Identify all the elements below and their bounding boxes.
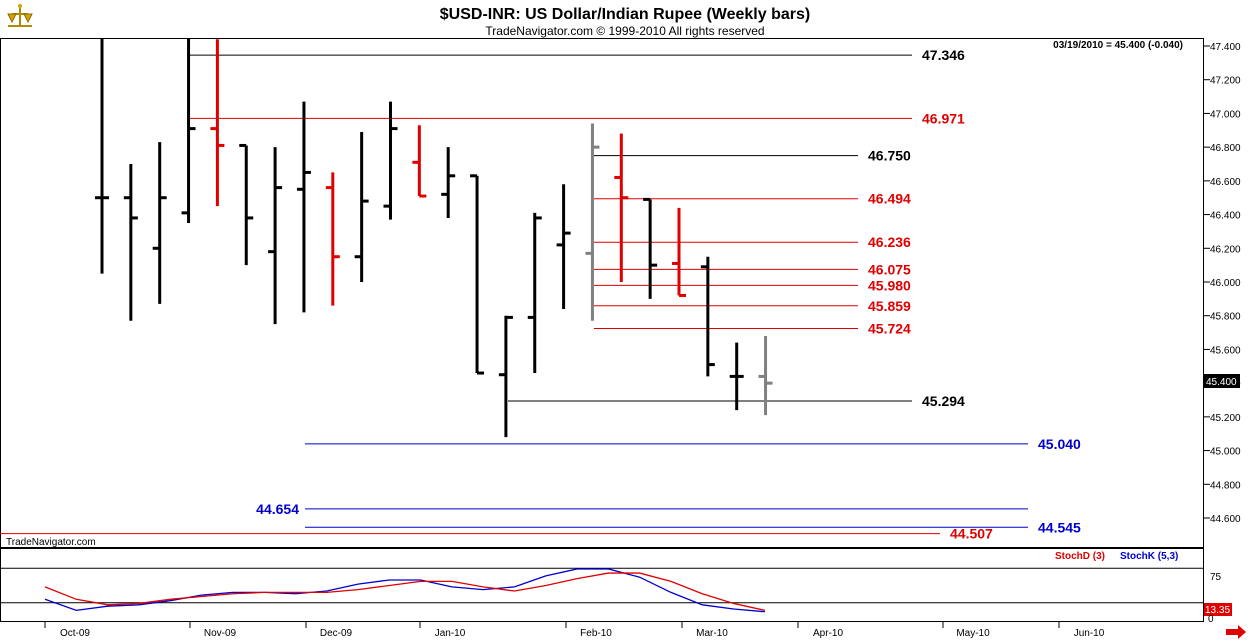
date-tick-label: Oct-09 [60, 628, 90, 639]
ohlc-bar [354, 131, 369, 282]
price-tick-label: 47.200 [1210, 76, 1241, 87]
ohlc-bar [527, 212, 542, 374]
stochastic-lines [44, 568, 766, 613]
ohlc-bar [729, 342, 744, 411]
stoch-series-line [44, 572, 766, 611]
price-tick-label: 46.400 [1210, 211, 1241, 222]
ohlc-bar [296, 101, 311, 313]
logo-icon [4, 2, 36, 34]
level-label: 45.859 [868, 298, 911, 314]
watermark: TradeNavigator.com [6, 537, 96, 548]
ohlc-bar [700, 256, 715, 377]
price-axis: 47.400 47.200 47.000 46.800 46.600 46.400 46.2… [1204, 42, 1241, 525]
ohlc-bar [498, 315, 513, 438]
level-label: 46.494 [868, 191, 911, 207]
ohlc-bar [383, 101, 398, 220]
level-label: 45.980 [868, 277, 911, 293]
stoch-last-marker: 13.35 [1204, 603, 1232, 616]
level-label: 44.545 [1038, 519, 1081, 535]
quote-box: 03/19/2010 = 45.400 (-0.040) [1053, 40, 1183, 51]
level-lines: 47.346 46.971 46.750 46.494 46.236 46.07545.9… [0, 47, 1081, 542]
stoch-tick-0: 0 [1208, 614, 1214, 625]
date-tick-label: Apr-10 [813, 628, 843, 639]
level-label: 46.971 [922, 110, 965, 126]
ohlc-bar [325, 172, 340, 306]
ohlc-bar [672, 207, 686, 297]
level-label: 46.075 [868, 261, 911, 277]
date-tick-label: Mar-10 [696, 628, 728, 639]
price-tick-label: 45.000 [1210, 447, 1241, 458]
ohlc-bar [470, 174, 485, 375]
stochastic-grid [0, 567, 1204, 604]
level-label: 46.236 [868, 234, 911, 250]
stochastic-panel [0, 548, 1204, 622]
price-tick-label: 46.000 [1210, 278, 1241, 289]
ohlc-bar [95, 39, 109, 274]
ohlc-bar [556, 184, 571, 309]
ohlc-bar [412, 125, 427, 198]
legend-stochk: StochK (5,3) [1120, 551, 1178, 562]
price-bars [95, 39, 773, 438]
ohlc-bar [268, 147, 283, 325]
ohlc-bar [123, 164, 138, 321]
price-tick-label: 45.600 [1210, 345, 1241, 356]
level-label: 45.294 [922, 393, 965, 409]
last-price-label: 45.400 [1206, 377, 1237, 388]
price-tick-label: 45.200 [1210, 413, 1241, 424]
ohlc-bar [181, 39, 196, 223]
price-tick-label: 47.400 [1210, 42, 1241, 53]
ohlc-bar [643, 197, 658, 299]
level-label: 46.750 [868, 148, 911, 164]
ohlc-bar [239, 143, 254, 266]
chart-title: $USD-INR: US Dollar/Indian Rupee (Weekly… [440, 6, 810, 23]
date-tick-label: Jun-10 [1074, 628, 1105, 639]
level-label: 44.507 [950, 526, 993, 542]
stoch-series-line [44, 568, 765, 613]
date-tick-label: Dec-09 [320, 628, 353, 639]
price-tick-label: 46.200 [1210, 244, 1241, 255]
date-tick-label: Feb-10 [580, 628, 612, 639]
price-tick-label: 46.800 [1210, 143, 1241, 154]
price-plot-frame [0, 38, 1204, 548]
ohlc-bar [441, 147, 456, 218]
stoch-last-label: 13.35 [1205, 605, 1230, 616]
price-tick-label: 44.800 [1210, 480, 1241, 491]
level-label: 44.654 [256, 501, 299, 517]
date-tick-label: Jan-10 [435, 628, 466, 639]
last-price-marker: 45.400 [1204, 374, 1240, 388]
ohlc-bar [152, 142, 167, 304]
date-axis: Oct-09 Nov-09 Dec-09 Jan-10 Feb-10 Mar-10 Apr-… [44, 622, 1105, 639]
ohlc-bar [614, 133, 629, 282]
copyright-text: TradeNavigator.com © 1999-2010 All right… [485, 24, 764, 38]
date-tick-label: Nov-09 [204, 628, 237, 639]
stochastic-frame [0, 548, 1204, 622]
ohlc-bar [585, 123, 600, 321]
level-label: 47.346 [922, 47, 965, 63]
stoch-tick-75: 75 [1210, 572, 1222, 583]
level-label: 45.724 [868, 321, 911, 337]
price-tick-label: 47.000 [1210, 109, 1241, 120]
level-label: 45.040 [1038, 436, 1081, 452]
price-tick-label: 45.800 [1210, 312, 1241, 323]
date-tick-label: May-10 [956, 628, 990, 639]
ohlc-bar [758, 335, 773, 416]
ohlc-bar [210, 39, 225, 207]
scroll-right-icon[interactable] [1226, 625, 1246, 639]
stoch-last-box [1204, 603, 1232, 616]
price-plot-area [0, 38, 1204, 548]
last-price-box [1204, 374, 1240, 388]
price-tick-label: 44.600 [1210, 514, 1241, 525]
price-tick-label: 46.600 [1210, 177, 1241, 188]
legend-stochd: StochD (3) [1055, 551, 1105, 562]
